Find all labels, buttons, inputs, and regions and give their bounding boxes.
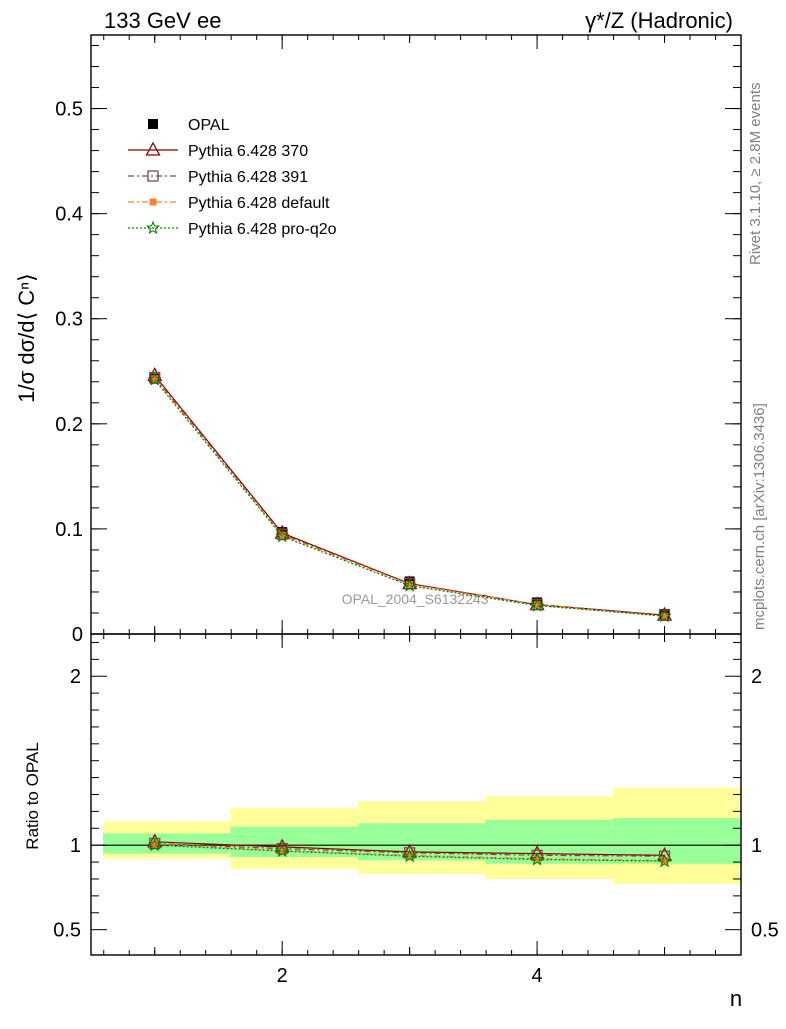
legend-label-3: Pythia 6.428 391 (188, 169, 308, 186)
main-ytick-label: 0.3 (55, 309, 83, 331)
main-point-series-4 (533, 601, 541, 609)
main-point-series-4 (661, 612, 669, 620)
band-inner-1 (103, 833, 231, 854)
ratio-point-series-4 (533, 855, 541, 863)
main-point-series-5 (402, 578, 417, 592)
watermark: OPAL_2004_S6132243 (342, 591, 489, 607)
ratio-ylabel: Ratio to OPAL (23, 742, 42, 849)
main-ytick-label: 0 (72, 624, 83, 646)
ratio-point-series-5 (657, 853, 672, 868)
legend: OPAL Pythia 6.428 370 Pythia 6.428 391 Pyth… (128, 117, 337, 238)
main-ytick-label: 0.1 (55, 519, 83, 541)
ratio-point-series-4 (278, 846, 286, 854)
ratio-point-series-4 (406, 851, 414, 859)
main-ytick-label: 0.5 (55, 99, 83, 121)
main-ytick-label: 0.4 (55, 204, 83, 226)
main-point-series-4 (406, 581, 414, 589)
legend-marker-3 (147, 170, 159, 182)
ratio-point-series-5 (402, 848, 417, 863)
ratio-ytick-label-left: 1 (70, 835, 81, 857)
band-inner-5 (612, 818, 741, 864)
main-point-series-5 (529, 598, 545, 612)
legend-marker-4 (149, 198, 157, 206)
ratio-ytick-label-left: 2 (70, 666, 81, 688)
ratio-xtick-label: 4 (532, 965, 543, 987)
rivet-label: Rivet 3.1.10, ≥ 2.8M events (747, 83, 764, 266)
legend-marker-2 (145, 141, 161, 156)
ratio-line-series-5 (154, 844, 665, 862)
ratio-point-series-5 (275, 843, 290, 858)
ratio-point-series-4 (661, 856, 669, 864)
main-point-series-5 (147, 372, 162, 386)
main-panel: 0 0.1 0.2 0.3 0.4 0.5 (55, 34, 742, 646)
ratio-xtick-label: 2 (277, 965, 288, 987)
ratio-ytick-label-right: 0.5 (751, 920, 779, 942)
mcplots-label: mcplots.cern.ch [arXiv:1306.3436] (751, 403, 768, 630)
main-ytick-label: 0.2 (55, 414, 83, 436)
ratio-panel: 0.5 0.5 1 1 2 2 2 4 (53, 633, 779, 987)
ratio-ytick-label-left: 0.5 (53, 920, 81, 942)
legend-marker-5 (145, 220, 161, 235)
main-point-series-5 (275, 528, 290, 543)
main-point-series-5 (657, 608, 672, 623)
legend-marker-1 (148, 119, 158, 129)
header-right: γ*/Z (Hadronic) (585, 8, 733, 33)
main-point-series-4 (151, 375, 159, 383)
x-axis-label: n (730, 986, 742, 1011)
main-ylabel: 1/σ dσ/d⟨ Cⁿ⟩ (14, 273, 39, 402)
ratio-point-series-5 (147, 837, 162, 852)
band-inner-4 (485, 819, 613, 864)
ratio-point-series-5 (529, 851, 545, 866)
legend-label-5: Pythia 6.428 pro-q2o (188, 221, 337, 238)
ratio-ytick-label-right: 1 (751, 835, 762, 857)
legend-label-2: Pythia 6.428 370 (188, 143, 308, 160)
ratio-ytick-label-right: 2 (751, 666, 762, 688)
legend-label-4: Pythia 6.428 default (188, 195, 330, 212)
ratio-point-series-4 (151, 840, 159, 848)
header-left: 133 GeV ee (104, 8, 221, 33)
band-inner-3 (357, 823, 486, 861)
legend-label-1: OPAL (188, 117, 230, 134)
main-point-series-4 (278, 531, 286, 539)
